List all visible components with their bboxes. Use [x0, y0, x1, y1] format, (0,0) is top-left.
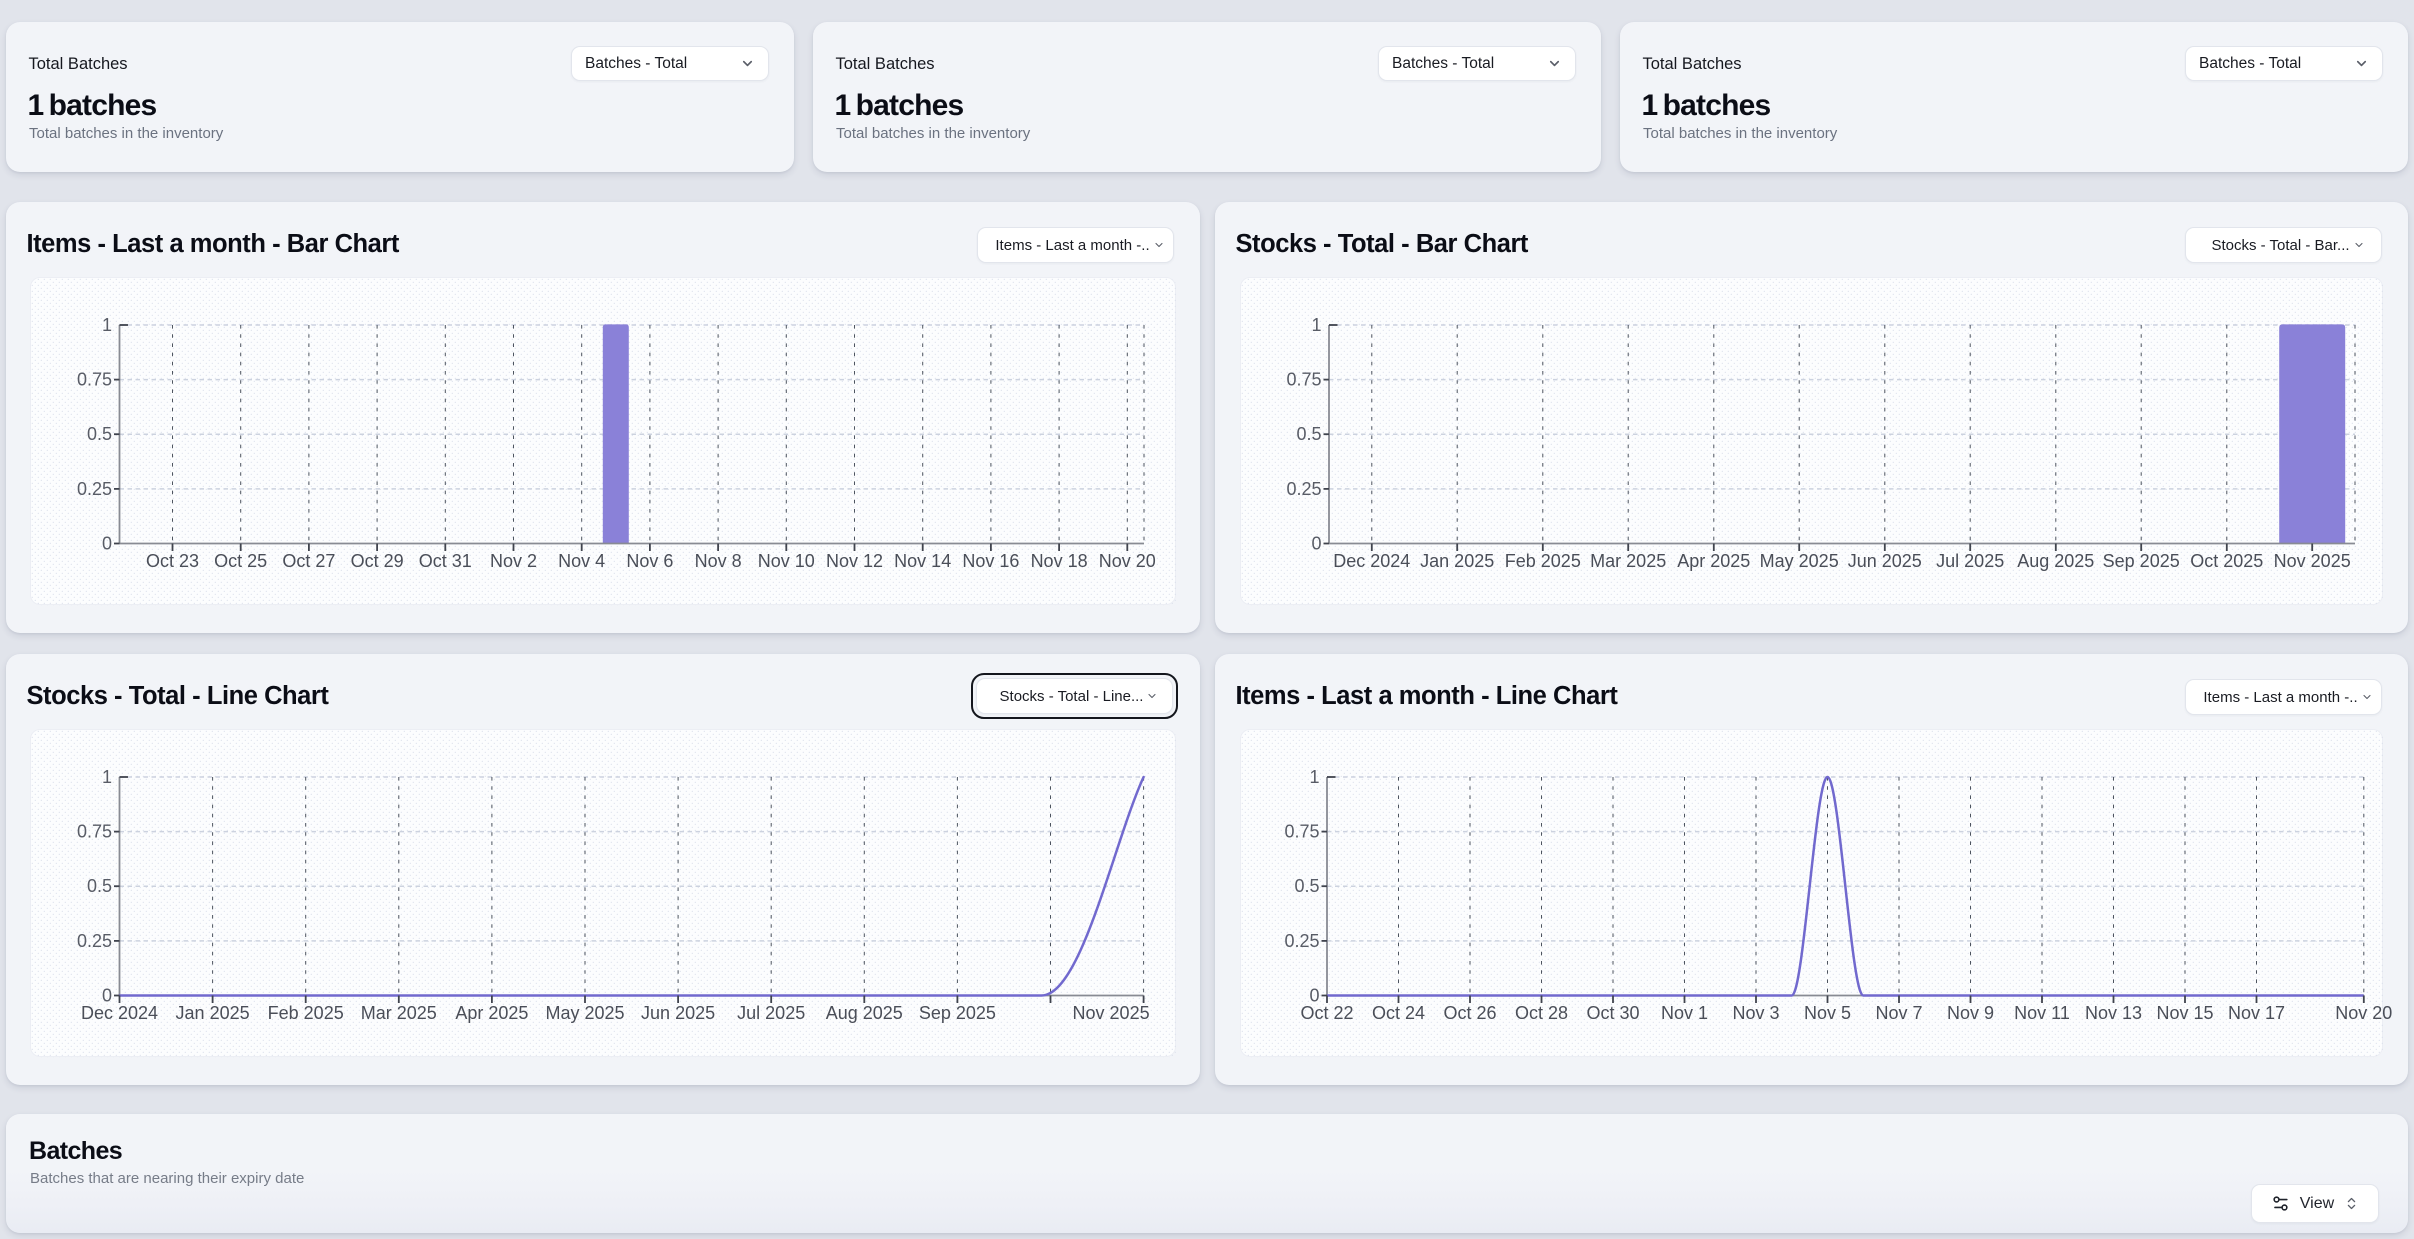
svg-text:Jun 2025: Jun 2025 [1848, 551, 1922, 571]
svg-text:Nov 2025: Nov 2025 [2274, 551, 2351, 571]
svg-text:Jul 2025: Jul 2025 [1936, 551, 2004, 571]
svg-text:Nov 3: Nov 3 [1732, 1003, 1779, 1023]
svg-text:Nov 2025: Nov 2025 [1073, 1003, 1150, 1023]
svg-text:0.75: 0.75 [1284, 822, 1319, 842]
svg-text:Jan 2025: Jan 2025 [1420, 551, 1494, 571]
svg-text:Sep 2025: Sep 2025 [919, 1003, 996, 1023]
svg-text:0.5: 0.5 [87, 876, 112, 896]
svg-text:Aug 2025: Aug 2025 [2017, 551, 2094, 571]
svg-text:Nov 5: Nov 5 [1804, 1003, 1851, 1023]
svg-text:Oct 23: Oct 23 [146, 551, 199, 571]
svg-text:0: 0 [102, 534, 112, 554]
svg-text:Dec 2024: Dec 2024 [81, 1003, 158, 1023]
svg-text:Oct 25: Oct 25 [214, 551, 267, 571]
svg-text:Nov 1: Nov 1 [1661, 1003, 1708, 1023]
svg-text:Aug 2025: Aug 2025 [826, 1003, 903, 1023]
svg-text:Apr 2025: Apr 2025 [455, 1003, 528, 1023]
svg-text:Oct 22: Oct 22 [1300, 1003, 1353, 1023]
svg-text:Nov 7: Nov 7 [1875, 1003, 1922, 1023]
svg-text:Oct 30: Oct 30 [1586, 1003, 1639, 1023]
svg-text:0.75: 0.75 [1286, 370, 1321, 390]
svg-text:0: 0 [1311, 534, 1321, 554]
svg-text:0.25: 0.25 [1286, 479, 1321, 499]
svg-text:May 2025: May 2025 [545, 1003, 624, 1023]
svg-text:0.75: 0.75 [77, 370, 112, 390]
svg-text:Jun 2025: Jun 2025 [641, 1003, 715, 1023]
svg-text:Nov 12: Nov 12 [826, 551, 883, 571]
svg-text:0.75: 0.75 [77, 822, 112, 842]
svg-text:Nov 20: Nov 20 [1099, 551, 1156, 571]
svg-text:Nov 15: Nov 15 [2156, 1003, 2213, 1023]
svg-text:0.25: 0.25 [77, 931, 112, 951]
svg-text:Feb 2025: Feb 2025 [1505, 551, 1581, 571]
svg-text:Nov 18: Nov 18 [1031, 551, 1088, 571]
svg-text:0: 0 [102, 986, 112, 1006]
svg-text:Mar 2025: Mar 2025 [1590, 551, 1666, 571]
svg-text:Nov 20: Nov 20 [2335, 1003, 2392, 1023]
svg-text:1: 1 [102, 315, 112, 335]
svg-text:0.5: 0.5 [1294, 876, 1319, 896]
svg-text:Mar 2025: Mar 2025 [361, 1003, 437, 1023]
svg-text:Oct 2025: Oct 2025 [2190, 551, 2263, 571]
svg-text:Nov 17: Nov 17 [2228, 1003, 2285, 1023]
svg-text:1: 1 [1311, 315, 1321, 335]
svg-text:0.25: 0.25 [77, 479, 112, 499]
svg-text:Nov 4: Nov 4 [558, 551, 605, 571]
svg-text:Jan 2025: Jan 2025 [176, 1003, 250, 1023]
svg-text:Nov 2: Nov 2 [490, 551, 537, 571]
svg-text:Nov 11: Nov 11 [2014, 1003, 2070, 1023]
svg-text:0: 0 [1309, 986, 1319, 1006]
svg-text:1: 1 [102, 767, 112, 787]
svg-text:Nov 9: Nov 9 [1947, 1003, 1994, 1023]
svg-text:Feb 2025: Feb 2025 [268, 1003, 344, 1023]
svg-text:0.5: 0.5 [1296, 424, 1321, 444]
svg-text:Nov 10: Nov 10 [758, 551, 815, 571]
svg-text:Nov 6: Nov 6 [626, 551, 673, 571]
svg-text:Apr 2025: Apr 2025 [1677, 551, 1750, 571]
svg-text:Oct 31: Oct 31 [419, 551, 472, 571]
svg-text:Oct 29: Oct 29 [351, 551, 404, 571]
svg-text:Nov 16: Nov 16 [962, 551, 1019, 571]
svg-text:Oct 26: Oct 26 [1443, 1003, 1496, 1023]
svg-text:Oct 24: Oct 24 [1372, 1003, 1425, 1023]
svg-text:Oct 27: Oct 27 [282, 551, 335, 571]
svg-text:0.5: 0.5 [87, 424, 112, 444]
svg-text:Dec 2024: Dec 2024 [1333, 551, 1410, 571]
svg-text:Oct 28: Oct 28 [1515, 1003, 1568, 1023]
svg-text:May 2025: May 2025 [1760, 551, 1839, 571]
svg-text:Jul 2025: Jul 2025 [737, 1003, 805, 1023]
svg-text:Nov 13: Nov 13 [2085, 1003, 2142, 1023]
svg-text:0.25: 0.25 [1284, 931, 1319, 951]
svg-text:1: 1 [1309, 767, 1319, 787]
svg-text:Nov 14: Nov 14 [894, 551, 951, 571]
svg-text:Sep 2025: Sep 2025 [2103, 551, 2180, 571]
svg-text:Nov 8: Nov 8 [695, 551, 742, 571]
